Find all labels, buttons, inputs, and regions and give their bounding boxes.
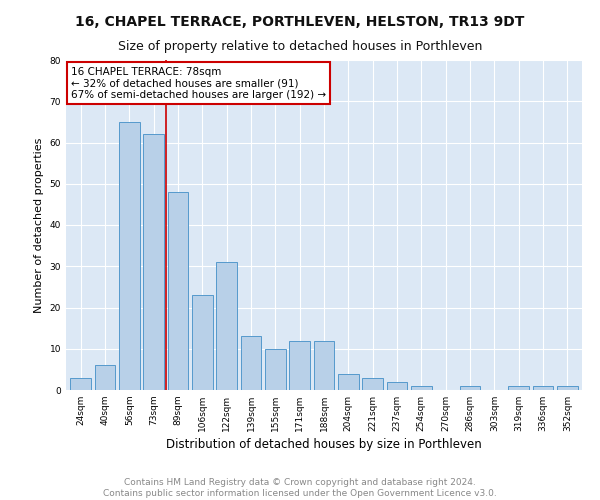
Text: 16, CHAPEL TERRACE, PORTHLEVEN, HELSTON, TR13 9DT: 16, CHAPEL TERRACE, PORTHLEVEN, HELSTON,… [76, 15, 524, 29]
Y-axis label: Number of detached properties: Number of detached properties [34, 138, 44, 312]
Text: 16 CHAPEL TERRACE: 78sqm
← 32% of detached houses are smaller (91)
67% of semi-d: 16 CHAPEL TERRACE: 78sqm ← 32% of detach… [71, 66, 326, 100]
Bar [216, 262, 237, 390]
Bar [460, 386, 481, 390]
Bar [167, 192, 188, 390]
Bar [362, 378, 383, 390]
Bar [557, 386, 578, 390]
Bar [314, 340, 334, 390]
Bar [289, 340, 310, 390]
Bar [241, 336, 262, 390]
Bar [70, 378, 91, 390]
Text: Size of property relative to detached houses in Porthleven: Size of property relative to detached ho… [118, 40, 482, 53]
Bar [508, 386, 529, 390]
Bar [95, 365, 115, 390]
Text: Contains HM Land Registry data © Crown copyright and database right 2024.
Contai: Contains HM Land Registry data © Crown c… [103, 478, 497, 498]
Bar [411, 386, 432, 390]
Bar [386, 382, 407, 390]
Bar [533, 386, 553, 390]
Bar [143, 134, 164, 390]
X-axis label: Distribution of detached houses by size in Porthleven: Distribution of detached houses by size … [166, 438, 482, 451]
Bar [265, 349, 286, 390]
Bar [338, 374, 359, 390]
Bar [192, 295, 212, 390]
Bar [119, 122, 140, 390]
